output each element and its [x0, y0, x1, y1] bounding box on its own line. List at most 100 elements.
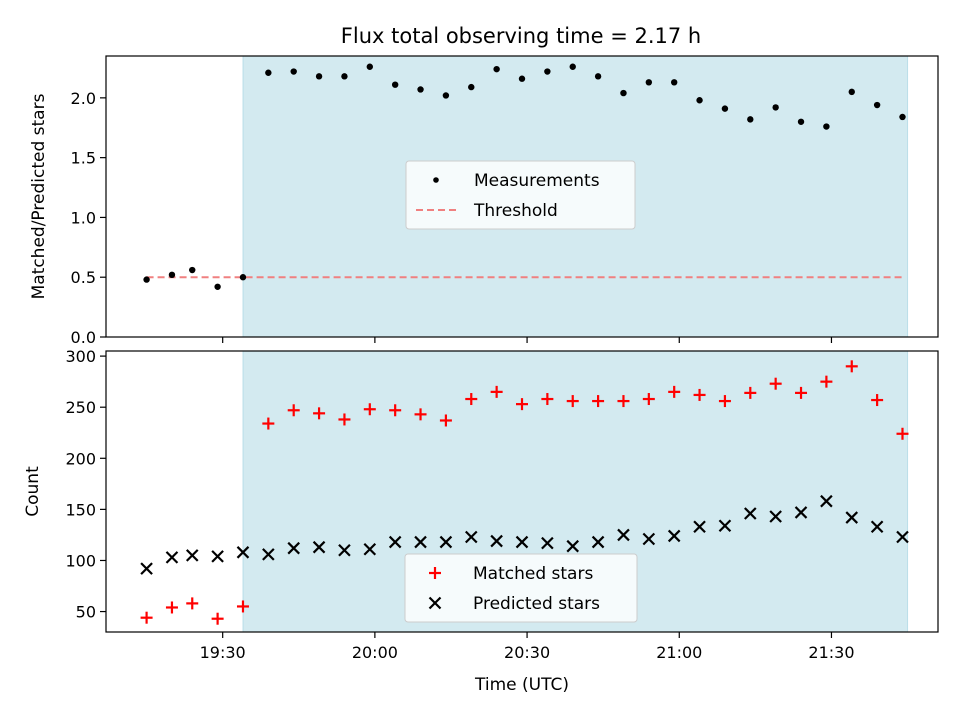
matched-star-point	[363, 403, 376, 416]
measurement-point	[696, 97, 703, 104]
matched-star-point	[592, 395, 605, 408]
predicted-star-point	[414, 535, 427, 549]
measurement-point	[493, 65, 500, 73]
matched-star-point	[140, 611, 153, 624]
top-y-axis-label: Matched/Predicted stars	[29, 93, 49, 299]
measurement-point	[442, 92, 450, 99]
measurement-point	[315, 73, 323, 80]
measurement-point	[391, 81, 399, 88]
matched-star-point	[668, 385, 681, 398]
top-data-marks	[143, 63, 906, 290]
matched-star-point	[617, 395, 630, 408]
measurement-point	[645, 79, 653, 86]
y-tick-label: 100	[65, 551, 96, 570]
predicted-star-point	[363, 542, 377, 556]
predicted-star-point	[388, 535, 402, 549]
predicted-star-point	[744, 507, 757, 520]
legend-matched-stars-marker	[429, 567, 441, 579]
measurement-point	[721, 105, 729, 112]
matched-star-point	[439, 414, 452, 427]
x-tick-label: 19:30	[200, 643, 246, 662]
legend-x-glyph	[428, 596, 442, 610]
measurement-point	[518, 75, 526, 82]
predicted-star-point	[820, 494, 833, 508]
top-axes-frame	[105, 55, 939, 338]
measurement-point	[797, 118, 805, 125]
matched-star-point	[693, 388, 706, 401]
measurement-point	[168, 271, 176, 279]
measurement-point	[620, 89, 627, 97]
predicted-star-point	[769, 510, 782, 523]
legend-threshold-label: Threshold	[473, 201, 558, 221]
matched-star-point	[718, 395, 731, 408]
matched-star-point	[896, 427, 909, 440]
predicted-star-point	[211, 550, 224, 563]
bottom-data-marks	[140, 360, 909, 625]
matched-star-point	[236, 600, 249, 613]
matched-star-point	[642, 393, 655, 406]
y-tick-label: 1.5	[71, 149, 96, 168]
matched-star-point	[490, 385, 503, 398]
predicted-star-point	[338, 543, 351, 557]
bottom-y-axis-ticks: 50 100 150 200 250 300	[65, 347, 106, 622]
matched-star-point	[820, 375, 833, 388]
matched-star-point	[566, 395, 579, 408]
measurement-point	[468, 83, 475, 91]
predicted-star-point	[667, 529, 681, 543]
y-tick-label: 0.5	[71, 268, 96, 287]
matched-star-point	[262, 417, 275, 430]
measurement-point	[417, 86, 424, 93]
measurement-point	[569, 63, 576, 70]
predicted-star-point	[794, 506, 808, 519]
y-tick-label: 250	[65, 398, 96, 417]
measurement-point	[899, 113, 906, 121]
x-tick-label: 21:00	[656, 643, 702, 662]
y-tick-label: 200	[65, 449, 96, 468]
predicted-star-point	[896, 530, 909, 544]
legend-plus-glyph	[429, 567, 441, 579]
matched-star-point	[541, 393, 554, 406]
matched-star-point	[845, 360, 858, 373]
chart-title: Flux total observing time = 2.17 h	[341, 24, 701, 48]
matched-star-point	[165, 601, 178, 614]
predicted-star-point	[464, 530, 478, 544]
y-tick-label: 0.0	[71, 328, 96, 347]
predicted-star-point	[541, 536, 554, 550]
x-tick-label: 21:30	[808, 643, 854, 662]
matched-star-point	[769, 377, 782, 390]
matched-star-point	[338, 413, 351, 426]
measurement-point	[848, 88, 855, 96]
y-tick-label: 1.0	[71, 208, 96, 227]
measurement-point	[544, 68, 551, 75]
predicted-star-point	[490, 534, 503, 548]
bottom-x-axis-ticks: 19:30 20:00 20:30 21:00 21:30	[200, 632, 855, 662]
top-panel: 0.00.51.01.52.0 Matched/Predicted stars …	[29, 55, 939, 347]
predicted-star-point	[566, 539, 580, 553]
matched-star-point	[389, 404, 402, 417]
matched-star-point	[414, 408, 427, 421]
predicted-star-point	[591, 535, 605, 549]
predicted-star-point	[262, 548, 275, 561]
x-axis-label: Time (UTC)	[474, 675, 569, 695]
measurement-point	[239, 274, 247, 281]
predicted-star-point	[287, 541, 300, 555]
legend-predicted-stars-label: Predicted stars	[473, 594, 600, 614]
bottom-legend-box	[404, 553, 638, 623]
measurement-point	[143, 276, 150, 283]
bottom-axes-frame	[105, 350, 939, 633]
legend-measurements-marker	[433, 177, 439, 183]
bottom-y-axis-label: Count	[23, 466, 43, 517]
matched-star-point	[744, 386, 757, 399]
measurement-point	[290, 68, 297, 75]
x-tick-label: 20:30	[504, 643, 550, 662]
matched-star-point	[287, 404, 300, 417]
y-tick-label: 300	[65, 347, 96, 366]
y-tick-label: 50	[76, 603, 96, 622]
measurement-point	[366, 63, 374, 70]
predicted-star-point	[845, 511, 859, 524]
matched-star-point	[313, 407, 326, 420]
predicted-star-point	[312, 540, 326, 554]
measurement-point	[189, 266, 196, 274]
predicted-star-point	[642, 532, 656, 546]
